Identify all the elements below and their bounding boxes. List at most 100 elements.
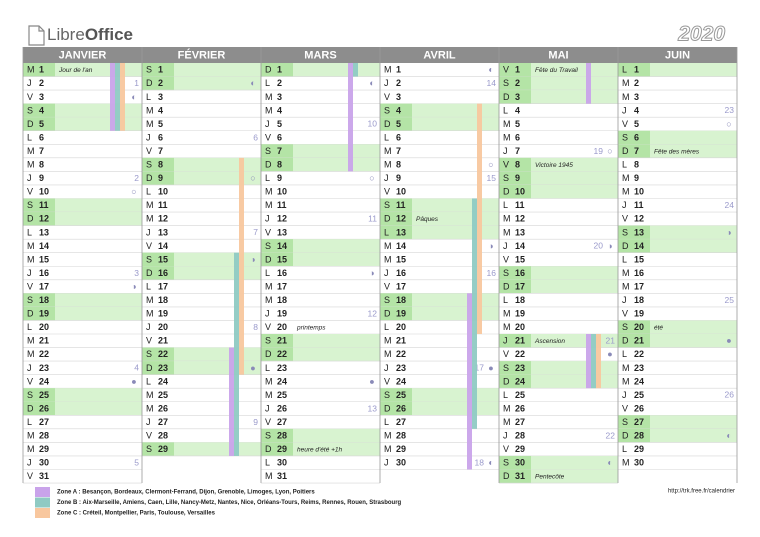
- day-letter: S: [265, 336, 271, 346]
- day-letter: D: [146, 78, 153, 88]
- day-highlight-cell: [380, 388, 412, 402]
- day-number: 25: [277, 390, 287, 400]
- day-note: Victoire 1945: [535, 162, 573, 169]
- day-letter: L: [384, 227, 389, 237]
- day-letter: M: [622, 376, 630, 386]
- day-number: 26: [396, 403, 406, 413]
- day-number: 11: [158, 200, 168, 210]
- day-highlight-cell: [23, 117, 55, 131]
- day-letter: D: [384, 403, 391, 413]
- month-header: [618, 47, 737, 63]
- day-number: 21: [396, 336, 406, 346]
- week-number: 23: [725, 105, 735, 115]
- holiday-bar: [120, 63, 125, 131]
- day-highlight-cell: [23, 103, 55, 118]
- holiday-bar: [239, 157, 244, 375]
- day-number: 22: [277, 349, 287, 359]
- day-number: 24: [396, 376, 406, 386]
- day-number: 11: [39, 200, 49, 210]
- day-number: 10: [277, 187, 287, 197]
- week-number: 10: [368, 119, 378, 129]
- day-number: 6: [515, 132, 520, 142]
- day-number: 2: [634, 78, 639, 88]
- day-number: 29: [396, 444, 406, 454]
- day-number: 5: [515, 119, 520, 129]
- day-highlight-cell: [499, 266, 531, 280]
- day-highlight-cell: [261, 428, 293, 443]
- day-highlight-cell: [499, 469, 531, 484]
- day-number: 2: [515, 78, 520, 88]
- week-number: 3: [134, 268, 139, 278]
- day-note: Fête des mères: [654, 148, 700, 155]
- day-letter: S: [146, 160, 152, 170]
- day-number: 18: [515, 295, 525, 305]
- day-letter: D: [622, 241, 629, 251]
- holiday-bar: [586, 63, 591, 104]
- day-letter: M: [265, 92, 273, 102]
- day-number: 6: [39, 132, 44, 142]
- day-note: Pentecôte: [535, 473, 565, 480]
- moon-phase: ◐: [488, 458, 493, 468]
- day-letter: M: [622, 78, 630, 88]
- day-letter: L: [27, 322, 32, 332]
- day-number: 4: [277, 105, 282, 115]
- day-letter: L: [265, 458, 270, 468]
- day-number: 23: [277, 363, 287, 373]
- day-letter: V: [622, 119, 628, 129]
- day-letter: V: [384, 376, 390, 386]
- day-letter: S: [265, 241, 271, 251]
- day-letter: S: [384, 295, 390, 305]
- day-letter: M: [384, 241, 392, 251]
- logo-icon: [28, 25, 45, 46]
- day-number: 13: [396, 227, 406, 237]
- day-number: 20: [634, 322, 644, 332]
- holiday-bar: [477, 103, 482, 335]
- day-number: 19: [277, 309, 287, 319]
- moon-phase: ●: [607, 349, 612, 359]
- day-letter: V: [384, 92, 390, 102]
- day-letter: D: [503, 471, 510, 481]
- day-letter: J: [384, 268, 389, 278]
- day-letter: D: [622, 336, 629, 346]
- day-letter: L: [265, 78, 270, 88]
- day-letter: V: [27, 376, 33, 386]
- day-letter: L: [384, 132, 389, 142]
- month-header: [380, 47, 499, 63]
- day-highlight-cell: [261, 442, 293, 456]
- day-number: 21: [39, 336, 49, 346]
- week-number: 12: [368, 308, 378, 318]
- day-number: 7: [634, 146, 639, 156]
- day-number: 4: [39, 105, 44, 115]
- day-number: 3: [396, 92, 401, 102]
- day-note: heure d'été +1h: [297, 446, 343, 453]
- day-letter: V: [265, 417, 271, 427]
- month-header: [261, 47, 380, 63]
- day-note: été: [654, 324, 663, 331]
- day-number: 9: [515, 173, 520, 183]
- day-number: 3: [158, 92, 163, 102]
- day-number: 18: [158, 295, 168, 305]
- day-number: 28: [634, 431, 644, 441]
- day-letter: M: [27, 349, 35, 359]
- day-highlight-cell: [618, 144, 650, 158]
- day-highlight-cell: [23, 388, 55, 402]
- day-letter: M: [146, 309, 154, 319]
- day-number: 25: [396, 390, 406, 400]
- week-number: 22: [606, 430, 616, 440]
- day-number: 17: [39, 281, 49, 291]
- day-letter: L: [622, 254, 627, 264]
- day-letter: V: [503, 444, 509, 454]
- day-number: 30: [396, 458, 406, 468]
- day-letter: D: [503, 281, 510, 291]
- day-letter: L: [622, 444, 627, 454]
- day-number: 26: [634, 403, 644, 413]
- day-number: 21: [515, 336, 525, 346]
- day-number: 20: [277, 322, 287, 332]
- holiday-bar: [472, 198, 477, 429]
- logo-part: Libre: [47, 25, 85, 44]
- day-letter: D: [265, 160, 272, 170]
- day-highlight-cell: [142, 361, 174, 375]
- day-number: 3: [277, 92, 282, 102]
- day-letter: J: [27, 268, 32, 278]
- month-name: JANVIER: [59, 49, 107, 61]
